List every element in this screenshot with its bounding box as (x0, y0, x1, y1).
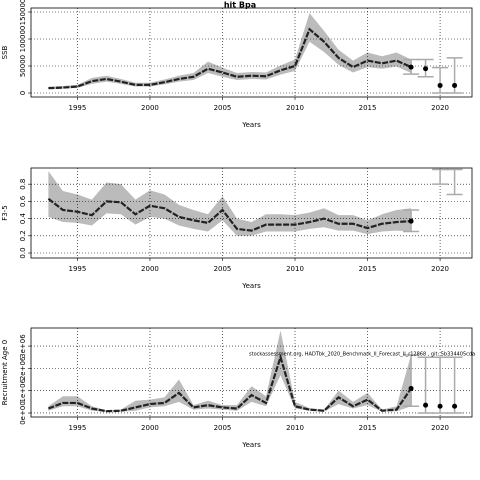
y-tick-label: 0.0 (19, 247, 27, 258)
x-tick-label: 2020 (431, 424, 449, 432)
x-axis-label: Years (241, 441, 261, 449)
x-tick-label: 2000 (141, 104, 159, 112)
y-tick-label: 0e+00 (19, 401, 27, 425)
x-tick-label: 2015 (359, 265, 377, 273)
y-axis-label: Recruitment Age 0 (1, 340, 9, 405)
estimate-line (47, 197, 412, 232)
point (408, 385, 414, 391)
plot (31, 8, 472, 97)
y-tick-label: 0.8 (19, 179, 27, 190)
y-tick-label: 0.6 (19, 195, 27, 207)
point (452, 82, 458, 88)
y-tick-label: 0.2 (19, 230, 27, 241)
point (437, 403, 443, 409)
point (408, 64, 414, 70)
x-tick-label: 2020 (431, 104, 449, 112)
plot-frame (30, 167, 473, 259)
plot (31, 328, 472, 417)
x-tick-label: 2010 (286, 265, 304, 273)
x-tick-label: 2015 (359, 424, 377, 432)
y-tick-label: 1e+06 (19, 378, 27, 402)
annotation: stockassessment.org, HADTbk_2020_Benchma… (249, 352, 475, 358)
y-axis-label: SSB (1, 45, 9, 59)
confidence-band (48, 330, 412, 412)
point (423, 66, 429, 72)
point (408, 218, 414, 224)
estimate-line (48, 353, 412, 413)
plot-frame (30, 327, 473, 418)
x-tick-label: 2000 (141, 265, 159, 273)
estimate-line (48, 27, 412, 90)
chart-title: hit Bpa (224, 1, 256, 10)
x-tick-label: 1995 (69, 265, 87, 273)
x-tick-label: 2020 (431, 265, 449, 273)
y-tick-label: 100000 (19, 26, 27, 53)
y-axis-label: F3-5 (1, 205, 9, 220)
x-tick-label: 2015 (359, 104, 377, 112)
y-tick-label: 150000 (19, 0, 27, 25)
x-tick-label: 2005 (214, 424, 232, 432)
x-tick-label: 1995 (69, 104, 87, 112)
x-tick-label: 2000 (141, 424, 159, 432)
x-tick-label: 1995 (69, 424, 87, 432)
y-tick-label: 0 (19, 91, 27, 95)
point (437, 82, 443, 88)
confidence-band (48, 13, 412, 90)
x-axis-label: Years (241, 121, 261, 129)
plot (31, 168, 472, 258)
x-tick-label: 2010 (286, 104, 304, 112)
point (423, 402, 429, 408)
x-axis-label: Years (241, 282, 261, 290)
x-tick-label: 2005 (214, 265, 232, 273)
x-tick-label: 2010 (286, 424, 304, 432)
y-tick-label: 50000 (19, 55, 27, 77)
point (452, 403, 458, 409)
y-tick-label: 0.4 (19, 212, 27, 224)
y-tick-label: 3e+06 (19, 334, 27, 358)
panel: 0.0 0.2 0.4 0.6 0.8 1995 2000 2005 2010 2015 2020 Y… (1, 167, 473, 290)
x-tick-label: 2005 (214, 104, 232, 112)
y-tick-label: 2e+06 (19, 356, 27, 380)
plot-frame (30, 7, 473, 98)
